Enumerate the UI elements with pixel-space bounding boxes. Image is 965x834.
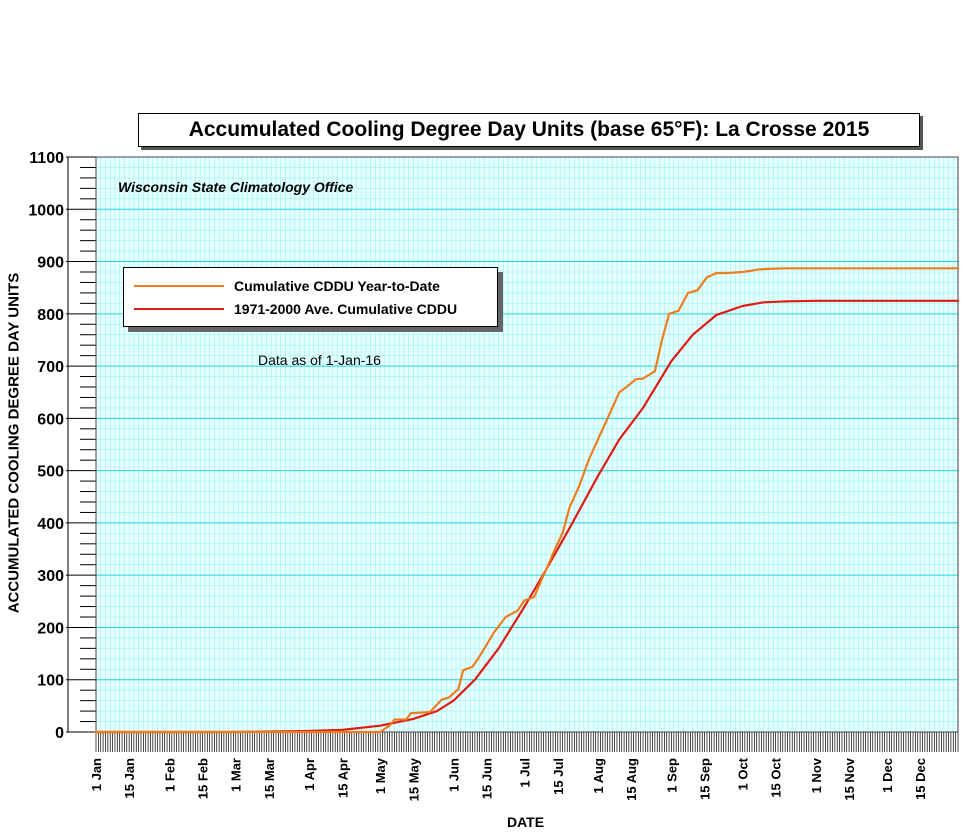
y-tick-label: 300 [37, 568, 64, 585]
y-axis-label: ACCUMULATED COOLING DEGREE DAY UNITS [5, 272, 23, 614]
x-tick-label: 1 Sep [665, 758, 680, 793]
x-axis-label: DATE [507, 814, 545, 830]
x-tick-label: 1 Apr [302, 758, 317, 791]
series-line [94, 299, 960, 734]
x-tick-label: 15 Jun [480, 758, 495, 799]
x-tick-label: 1 Jun [447, 758, 462, 792]
plot-border [95, 156, 959, 733]
y-tick-label: 900 [37, 255, 64, 272]
y-tick-label: 600 [37, 411, 64, 428]
x-tick-label: 15 Oct [769, 757, 784, 797]
chart-title-box: Accumulated Cooling Degree Day Units (ba… [138, 113, 920, 147]
x-axis-ticks [95, 732, 959, 752]
legend-label-average: 1971-2000 Ave. Cumulative CDDU [234, 301, 458, 317]
y-tick-label: 800 [37, 307, 64, 324]
x-tick-label: 1 Oct [736, 757, 751, 790]
x-tick-label: 15 Sep [698, 758, 713, 800]
x-tick-label: 15 Mar [262, 758, 277, 799]
y-tick-label: 0 [55, 725, 64, 742]
y-tick-label: 200 [37, 620, 64, 637]
legend-swatch-ytd [134, 285, 224, 287]
x-tick-label: 1 Aug [591, 758, 606, 794]
legend-swatch-average [134, 308, 224, 310]
x-tick-label: 1 Nov [809, 757, 824, 793]
y-tick-label: 100 [37, 673, 64, 690]
chart-subtitle: Wisconsin State Climatology Office [118, 179, 354, 195]
x-tick-label: 15 Apr [335, 758, 350, 798]
x-tick-label: 1 Feb [162, 758, 177, 792]
x-tick-label: 1 Jan [89, 758, 104, 791]
y-tick-label: 400 [37, 516, 64, 533]
data-date-annotation: Data as of 1-Jan-16 [258, 352, 381, 368]
x-tick-label: 1 Dec [880, 758, 895, 793]
legend-label-ytd: Cumulative CDDU Year-to-Date [234, 278, 440, 294]
x-tick-label: 15 May [406, 757, 421, 801]
legend-item-ytd: Cumulative CDDU Year-to-Date [134, 277, 440, 295]
x-tick-label: 15 Nov [842, 757, 857, 800]
y-tick-label: 500 [37, 464, 64, 481]
chart-legend: Cumulative CDDU Year-to-Date 1971-2000 A… [123, 267, 498, 327]
x-tick-label: 15 Jan [122, 758, 137, 799]
y-tick-label: 1100 [29, 150, 64, 167]
x-tick-label: 15 Feb [196, 758, 211, 799]
chart-title: Accumulated Cooling Degree Day Units (ba… [188, 118, 870, 141]
x-tick-label: 15 Aug [624, 758, 639, 801]
x-tick-label: 1 Jul [518, 758, 533, 788]
x-tick-label: 1 May [373, 757, 388, 794]
x-tick-label: 15 Jul [551, 758, 566, 795]
x-tick-label: 15 Dec [913, 758, 928, 800]
y-tick-label: 700 [37, 359, 64, 376]
x-tick-label: 1 Mar [229, 758, 244, 792]
series-line [94, 267, 960, 734]
y-tick-label: 1000 [28, 202, 64, 219]
legend-item-average: 1971-2000 Ave. Cumulative CDDU [134, 300, 457, 318]
